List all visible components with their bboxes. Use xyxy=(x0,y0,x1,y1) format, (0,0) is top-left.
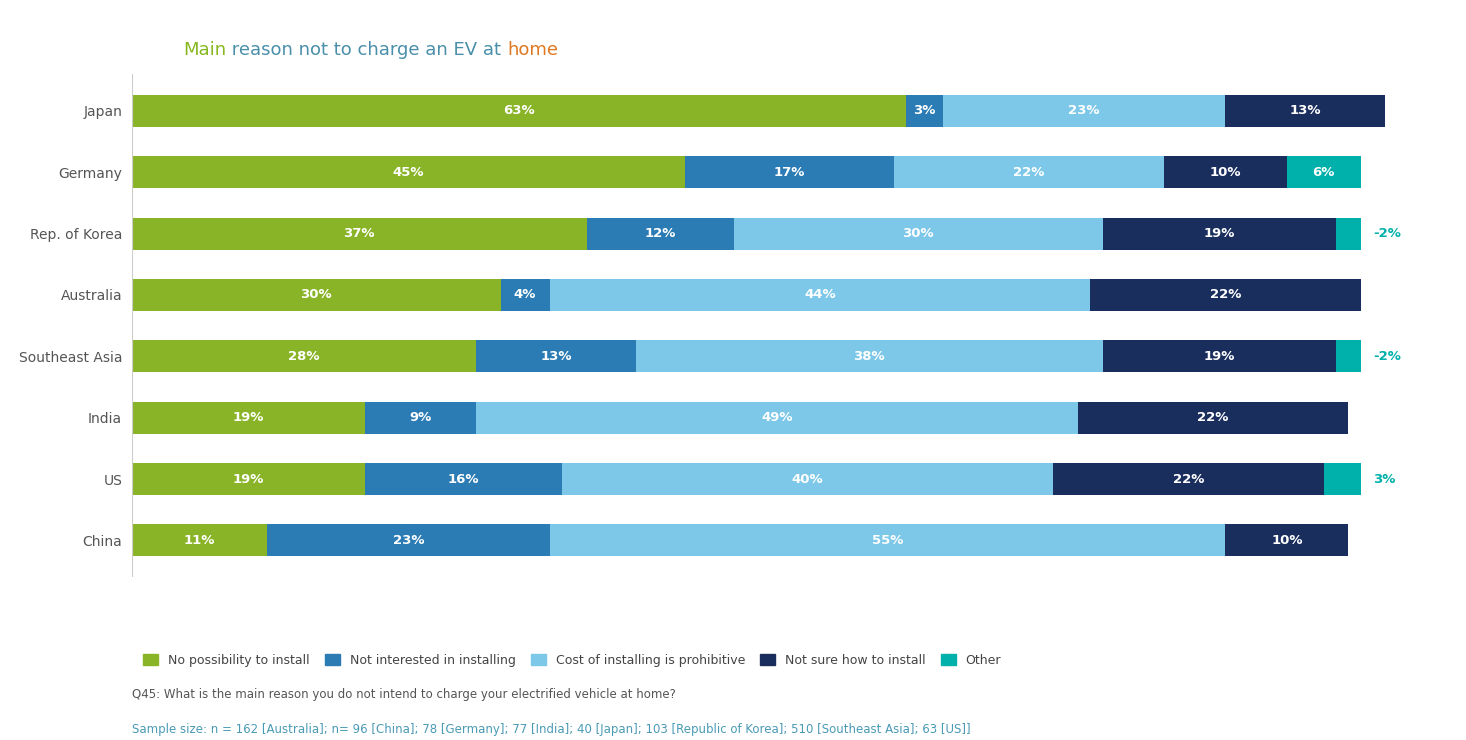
Text: 23%: 23% xyxy=(1069,104,1100,118)
Text: 13%: 13% xyxy=(1290,104,1321,118)
Bar xyxy=(894,156,1164,188)
Bar xyxy=(906,95,943,127)
Text: 13%: 13% xyxy=(539,350,572,363)
Text: 49%: 49% xyxy=(761,411,793,424)
Text: reason not to charge an EV at: reason not to charge an EV at xyxy=(226,41,507,59)
Bar xyxy=(365,402,476,434)
Bar xyxy=(685,156,894,188)
Text: 44%: 44% xyxy=(805,289,836,301)
Text: 28%: 28% xyxy=(289,350,320,363)
Bar xyxy=(1054,463,1324,495)
Bar xyxy=(1102,340,1336,372)
Bar xyxy=(1226,525,1349,556)
Text: 9%: 9% xyxy=(409,411,432,424)
Bar xyxy=(1336,218,1360,249)
Bar xyxy=(1226,95,1385,127)
Bar xyxy=(476,402,1078,434)
Text: 19%: 19% xyxy=(233,473,264,485)
Bar xyxy=(586,218,734,249)
Bar xyxy=(550,525,1226,556)
Text: -2%: -2% xyxy=(1372,350,1400,363)
Bar xyxy=(132,279,500,311)
Text: 22%: 22% xyxy=(1173,473,1204,485)
Text: 22%: 22% xyxy=(1198,411,1229,424)
Text: 3%: 3% xyxy=(913,104,935,118)
Bar xyxy=(1336,340,1360,372)
Text: 16%: 16% xyxy=(449,473,479,485)
Legend: No possibility to install, Not interested in installing, Cost of installing is p: No possibility to install, Not intereste… xyxy=(138,649,1006,672)
Text: 23%: 23% xyxy=(393,534,424,547)
Bar xyxy=(132,218,586,249)
Text: 10%: 10% xyxy=(1209,166,1242,178)
Text: 22%: 22% xyxy=(1209,289,1242,301)
Bar xyxy=(1102,218,1336,249)
Text: 22%: 22% xyxy=(1013,166,1045,178)
Text: 11%: 11% xyxy=(183,534,216,547)
Text: 37%: 37% xyxy=(343,227,375,240)
Bar xyxy=(636,340,1102,372)
Text: 19%: 19% xyxy=(1204,227,1234,240)
Bar xyxy=(1164,156,1287,188)
Text: 4%: 4% xyxy=(515,289,537,301)
Text: 19%: 19% xyxy=(1204,350,1234,363)
Text: -2%: -2% xyxy=(1372,227,1400,240)
Bar xyxy=(132,525,267,556)
Text: 12%: 12% xyxy=(645,227,676,240)
Text: 40%: 40% xyxy=(792,473,824,485)
Text: 17%: 17% xyxy=(774,166,805,178)
Bar xyxy=(1091,279,1360,311)
Bar xyxy=(132,402,365,434)
Text: Main: Main xyxy=(183,41,226,59)
Bar xyxy=(500,279,550,311)
Text: 3%: 3% xyxy=(1372,473,1396,485)
Text: 30%: 30% xyxy=(301,289,333,301)
Text: 10%: 10% xyxy=(1271,534,1303,547)
Bar xyxy=(1324,463,1360,495)
Text: 63%: 63% xyxy=(503,104,535,118)
Bar xyxy=(1287,156,1360,188)
Bar xyxy=(550,279,1091,311)
Bar xyxy=(1078,402,1349,434)
Bar xyxy=(132,463,365,495)
Bar xyxy=(365,463,561,495)
Text: Q45: What is the main reason you do not intend to charge your electrified vehicl: Q45: What is the main reason you do not … xyxy=(132,688,676,701)
Text: 19%: 19% xyxy=(233,411,264,424)
Bar xyxy=(943,95,1226,127)
Text: home: home xyxy=(507,41,559,59)
Text: 6%: 6% xyxy=(1312,166,1336,178)
Text: 45%: 45% xyxy=(393,166,424,178)
Text: 55%: 55% xyxy=(872,534,903,547)
Bar xyxy=(132,340,476,372)
Text: 38%: 38% xyxy=(853,350,885,363)
Text: 30%: 30% xyxy=(903,227,934,240)
Bar xyxy=(132,95,906,127)
Bar xyxy=(132,156,685,188)
Bar xyxy=(734,218,1102,249)
Bar xyxy=(476,340,636,372)
Bar xyxy=(561,463,1054,495)
Text: Sample size: n = 162 [Australia]; n= 96 [China]; 78 [Germany]; 77 [India]; 40 [J: Sample size: n = 162 [Australia]; n= 96 … xyxy=(132,723,970,736)
Bar xyxy=(267,525,550,556)
